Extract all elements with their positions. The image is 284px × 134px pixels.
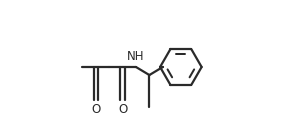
Text: O: O [91,103,101,116]
Text: O: O [118,103,127,116]
Text: NH: NH [127,50,144,64]
